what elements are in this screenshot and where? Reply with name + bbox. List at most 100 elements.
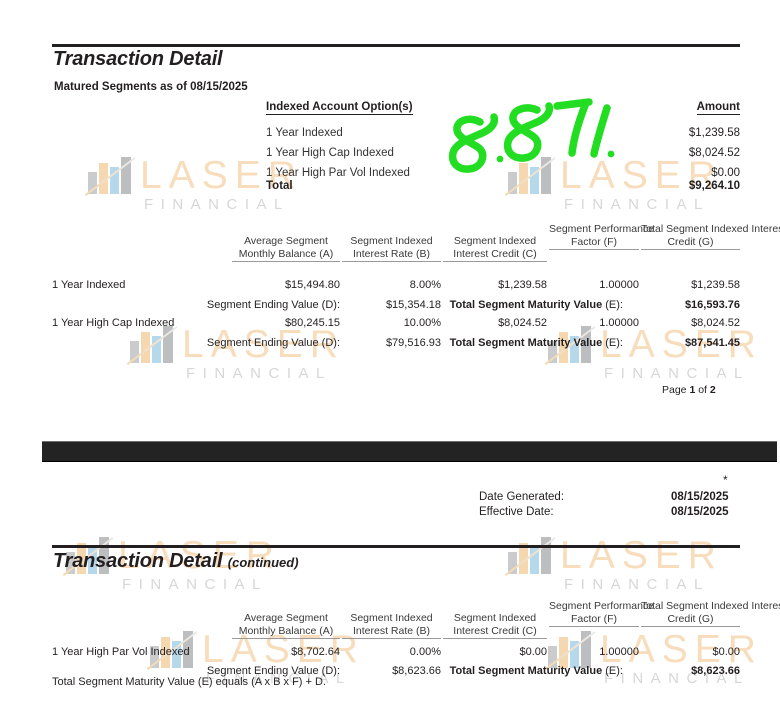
detail-factor-0: 1.00000: [599, 279, 639, 291]
detail-maturity-label-suffix-1: (E):: [605, 337, 623, 349]
summary-amount-1: $8,024.52: [688, 147, 740, 159]
page2-title-text: Transaction Detail: [53, 550, 223, 572]
col-header-interest-rate: Segment Indexed Interest Rate (B): [342, 235, 441, 262]
detail-maturity-label-0: Total Segment Maturity Value (E):: [413, 299, 623, 311]
summary-option-2: 1 Year High Par Vol Indexed: [266, 167, 410, 179]
col-header-performance-factor-line3: Factor (F): [549, 613, 639, 627]
page2-detail-row-name: 1 Year High Par Vol Indexed: [52, 646, 190, 658]
detail-maturity-label-text-0: Total Segment Maturity Value: [449, 299, 603, 311]
detail-maturity-value-1: $87,541.45: [684, 337, 740, 349]
col-header-interest-credit: Segment Indexed Interest Credit (C): [443, 612, 547, 639]
summary-header-option: Indexed Account Option(s): [266, 101, 413, 115]
detail-ending-value-1: $79,516.93: [385, 337, 441, 349]
page2-detail-rate: 0.00%: [409, 646, 441, 658]
page-number-middle: of: [698, 384, 707, 396]
col-header-interest-rate-line1: Segment Indexed: [350, 235, 433, 247]
page2-ending-value: $8,623.66: [392, 665, 441, 677]
col-header-interest-rate: Segment Indexed Interest Rate (B): [342, 612, 441, 639]
watermark-subword: FINANCIAL: [122, 576, 268, 593]
summary-amount-total: $9,264.10: [688, 180, 740, 192]
summary-option-1: 1 Year High Cap Indexed: [266, 147, 394, 159]
col-header-total-credit-line3: Credit (G): [641, 613, 740, 627]
summary-option-total: Total: [266, 180, 293, 192]
watermark-word: LASER: [560, 533, 723, 577]
page2-detail-factor: 1.00000: [599, 646, 639, 658]
watermark-logo-and-word: LASER: [504, 533, 723, 577]
col-header-performance-factor: Segment Performance Factor (F): [549, 223, 654, 250]
col-header-avg-balance-line1: Average Segment: [244, 612, 328, 624]
col-header-total-credit-line2: Indexed Interest: [711, 223, 780, 235]
bar-chart-logo-icon: [126, 325, 178, 365]
date-generated-value: 08/15/2025: [671, 491, 729, 503]
page-number-footer: Page 1 of 2: [662, 384, 716, 396]
page2-title: Transaction Detail (continued): [53, 550, 299, 573]
col-header-interest-credit-line2: Interest Credit (C): [443, 625, 547, 639]
col-header-performance-factor-line2: Performance: [593, 223, 655, 235]
col-header-total-credit: Total Segment Indexed Interest Credit (G…: [641, 600, 780, 627]
col-header-total-credit-line1: Total Segment: [641, 600, 709, 612]
page-number-total: 2: [709, 384, 716, 396]
summary-amount-2: $0.00: [711, 167, 740, 179]
detail-maturity-label-1: Total Segment Maturity Value (E):: [413, 337, 623, 349]
date-generated-label: Date Generated:: [479, 491, 565, 503]
page-number-prefix: Page: [662, 384, 687, 396]
watermark-subword: FINANCIAL: [144, 196, 290, 213]
page2-maturity-label-suffix: (E):: [605, 665, 623, 677]
summary-option-0: 1 Year Indexed: [266, 127, 343, 139]
watermark-subword: FINANCIAL: [564, 196, 710, 213]
col-header-interest-credit: Segment Indexed Interest Credit (C): [443, 235, 547, 262]
watermark-subword: FINANCIAL: [564, 576, 710, 593]
page2-maturity-value: $8,623.66: [691, 665, 740, 677]
page-number-current: 1: [689, 384, 696, 396]
detail-maturity-label-suffix-0: (E):: [605, 299, 623, 311]
col-header-interest-credit-line1: Segment Indexed: [453, 612, 537, 624]
col-header-total-credit-line2: Indexed Interest: [711, 600, 780, 612]
page2-title-continued: (continued): [227, 555, 299, 570]
col-header-interest-rate-line2: Interest Rate (B): [342, 248, 441, 262]
asterisk-marker: *: [723, 473, 728, 487]
detail-avg-balance-0: $15,494.80: [284, 279, 340, 291]
detail-credit-0: $1,239.58: [498, 279, 547, 291]
effective-date-label: Effective Date:: [479, 506, 554, 518]
bar-chart-logo-icon: [504, 536, 556, 576]
col-header-avg-balance: Average Segment Monthly Balance (A): [232, 612, 340, 639]
detail-maturity-value-0: $16,593.76: [684, 299, 740, 311]
col-header-performance-factor-line2: Performance: [593, 600, 655, 612]
page2-detail-total-credit: $0.00: [712, 646, 740, 658]
bar-chart-logo-icon: [504, 156, 556, 196]
detail-rate-0: 8.00%: [409, 279, 441, 291]
detail-maturity-label-text-1: Total Segment Maturity Value: [449, 337, 603, 349]
detail-rate-1: 10.00%: [403, 317, 441, 329]
detail-ending-value-label-0: Segment Ending Value (D):: [206, 299, 340, 311]
page-top-rule: [52, 44, 740, 47]
page2-ending-value-label: Segment Ending Value (D):: [206, 665, 340, 677]
watermark-subword: FINANCIAL: [604, 365, 750, 382]
col-header-total-credit: Total Segment Indexed Interest Credit (G…: [641, 223, 780, 250]
detail-credit-1: $8,024.52: [498, 317, 547, 329]
col-header-performance-factor: Segment Performance Factor (F): [549, 600, 654, 627]
page2-detail-avg-balance: $8,702.64: [291, 646, 340, 658]
page2-detail-credit: $0.00: [519, 646, 547, 658]
detail-row-name-1: 1 Year High Cap Indexed: [52, 317, 175, 329]
page2-maturity-label-text: Total Segment Maturity Value: [449, 665, 603, 677]
bar-chart-logo-icon: [84, 156, 136, 196]
col-header-avg-balance-line2: Monthly Balance (A): [232, 248, 340, 262]
col-header-total-credit-line1: Total Segment: [641, 223, 709, 235]
detail-total-credit-1: $8,024.52: [691, 317, 740, 329]
col-header-performance-factor-line1: Segment: [549, 223, 592, 235]
page2-maturity-label: Total Segment Maturity Value (E):: [413, 665, 623, 677]
col-header-performance-factor-line1: Segment: [549, 600, 592, 612]
detail-ending-value-0: $15,354.18: [385, 299, 441, 311]
watermark-subword: FINANCIAL: [186, 365, 332, 382]
detail-avg-balance-1: $80,245.15: [284, 317, 340, 329]
col-header-interest-rate-line2: Interest Rate (B): [342, 625, 441, 639]
watermark-laser-financial: LASER FINANCIAL: [544, 630, 763, 687]
detail-total-credit-0: $1,239.58: [691, 279, 740, 291]
summary-amount-0: $1,239.58: [688, 127, 740, 139]
effective-date-value: 08/15/2025: [671, 506, 729, 518]
detail-row-name-0: 1 Year Indexed: [52, 279, 126, 291]
summary-header-amount: Amount: [696, 101, 740, 115]
col-header-avg-balance-line1: Average Segment: [244, 235, 328, 247]
col-header-avg-balance-line2: Monthly Balance (A): [232, 625, 340, 639]
